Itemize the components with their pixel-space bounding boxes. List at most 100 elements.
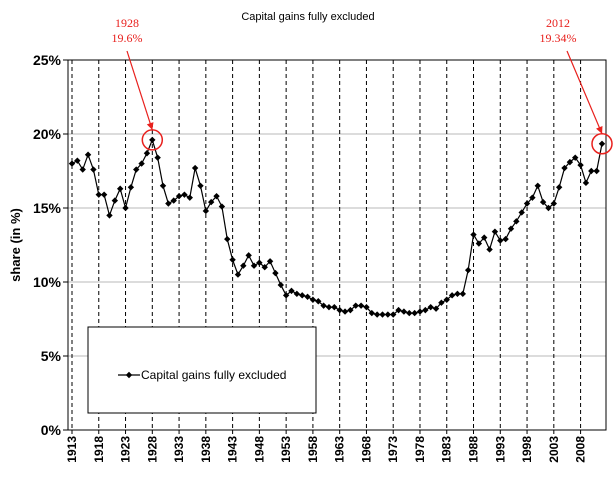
data-point xyxy=(100,191,108,198)
data-point xyxy=(229,256,236,263)
annotation-arrowhead xyxy=(146,122,154,130)
data-point xyxy=(411,309,418,317)
data-point xyxy=(234,271,242,278)
data-point xyxy=(240,262,247,269)
data-point xyxy=(545,204,552,212)
data-point xyxy=(79,166,86,173)
data-point xyxy=(347,306,354,314)
data-point xyxy=(390,311,397,318)
data-point xyxy=(555,184,563,191)
annotation-arrowhead xyxy=(596,125,603,134)
data-point xyxy=(213,192,220,200)
data-point xyxy=(598,140,606,147)
data-point xyxy=(304,293,311,300)
y-tick-label: 10% xyxy=(33,274,62,290)
x-tick-label: 1933 xyxy=(172,436,186,463)
data-point xyxy=(293,290,301,298)
data-point xyxy=(518,209,525,216)
data-point xyxy=(432,305,440,312)
y-axis-ticks: 0% 5% 10% 15% 20% 25% xyxy=(33,52,68,438)
data-point xyxy=(127,184,135,191)
data-point xyxy=(384,311,392,318)
data-point xyxy=(448,292,456,299)
data-point xyxy=(218,203,226,210)
data-point xyxy=(154,154,161,161)
data-point xyxy=(95,191,102,198)
data-point xyxy=(282,292,290,299)
y-tick-label: 0% xyxy=(41,422,62,438)
data-point xyxy=(539,198,547,206)
data-point xyxy=(422,306,429,314)
data-point xyxy=(138,160,145,167)
x-tick-label: 1973 xyxy=(386,436,400,463)
annotation-arrow xyxy=(126,50,153,131)
x-tick-label: 1923 xyxy=(119,436,133,463)
x-tick-label: 1983 xyxy=(440,436,454,463)
data-point xyxy=(529,194,536,201)
data-point xyxy=(111,197,119,204)
data-point xyxy=(272,269,279,277)
data-point xyxy=(224,235,231,243)
x-tick-label: 1963 xyxy=(333,436,347,463)
legend-marker xyxy=(125,371,133,379)
data-point xyxy=(438,299,445,306)
x-tick-label: 1978 xyxy=(413,436,427,463)
annotation-year: 2012 xyxy=(546,16,570,30)
annotation-arrow xyxy=(566,50,603,135)
series-layer xyxy=(68,136,606,318)
data-point xyxy=(261,264,268,271)
legend-label: Capital gains fully excluded xyxy=(141,368,286,382)
x-tick-label: 1948 xyxy=(252,436,266,463)
data-point xyxy=(250,262,258,269)
data-point xyxy=(507,225,515,232)
chart-title: Capital gains fully excluded xyxy=(241,11,374,23)
data-point xyxy=(309,296,317,303)
data-point xyxy=(459,290,467,298)
data-point xyxy=(341,308,349,315)
data-point xyxy=(149,136,156,144)
data-point xyxy=(325,303,333,311)
data-point xyxy=(266,258,274,265)
data-point xyxy=(464,266,472,274)
data-point xyxy=(175,192,183,200)
data-point xyxy=(68,160,76,167)
data-point xyxy=(186,194,193,201)
data-point xyxy=(416,308,424,315)
data-point xyxy=(197,182,204,189)
x-tick-label: 1958 xyxy=(306,436,320,463)
x-tick-label: 2008 xyxy=(574,436,588,463)
data-point xyxy=(331,303,338,311)
data-point xyxy=(315,298,322,305)
data-point xyxy=(561,164,568,172)
x-tick-label: 1968 xyxy=(359,436,373,463)
data-point xyxy=(165,200,172,207)
data-point xyxy=(181,191,188,198)
x-tick-label: 1998 xyxy=(520,436,534,463)
data-point xyxy=(577,161,584,169)
data-point xyxy=(90,166,97,173)
data-point xyxy=(357,302,365,309)
data-point xyxy=(336,306,343,314)
data-point xyxy=(481,234,488,241)
data-point xyxy=(470,231,477,238)
legend: Capital gains fully excluded xyxy=(87,326,317,414)
data-point xyxy=(588,167,595,175)
data-point xyxy=(133,166,140,173)
data-point xyxy=(143,150,151,157)
data-point xyxy=(363,303,370,311)
x-tick-label: 1988 xyxy=(467,436,481,463)
x-tick-label: 1938 xyxy=(199,436,213,463)
data-point xyxy=(513,218,520,225)
data-point xyxy=(122,204,129,212)
y-tick-label: 20% xyxy=(33,126,62,142)
data-point xyxy=(207,198,215,206)
data-point xyxy=(373,311,381,318)
data-point xyxy=(191,164,199,172)
data-point xyxy=(256,259,263,266)
x-tick-label: 1928 xyxy=(145,436,159,463)
data-point xyxy=(550,200,558,207)
x-tick-label: 1913 xyxy=(65,436,79,463)
data-point xyxy=(486,246,493,253)
data-point xyxy=(475,240,483,247)
